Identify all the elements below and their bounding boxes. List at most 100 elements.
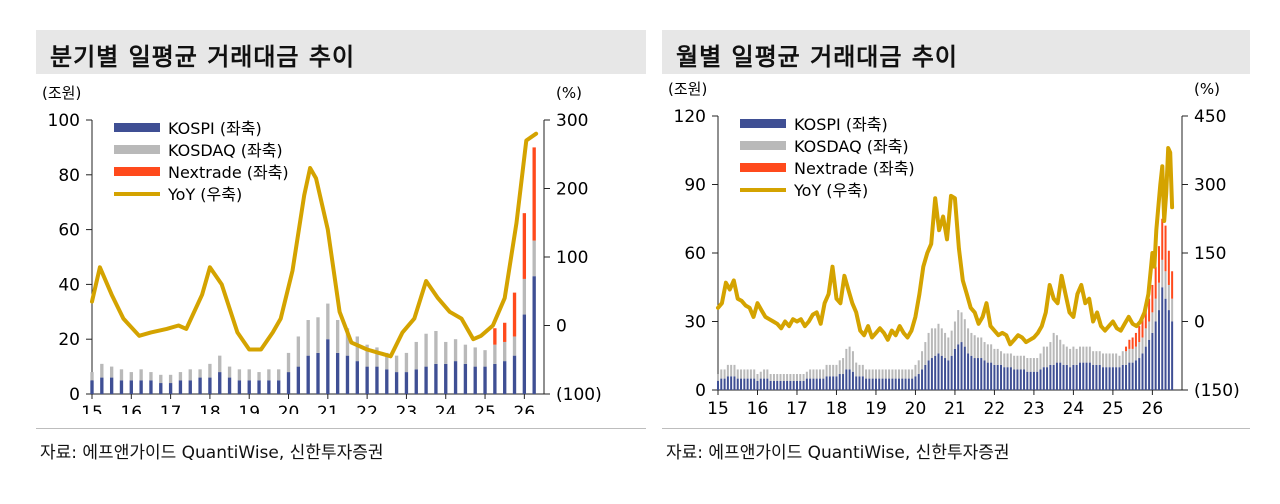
bar-kospi (822, 378, 825, 390)
bar-kospi (345, 355, 350, 394)
chart-title-bar: 월별 일평균 거래대금 추이 (662, 30, 1250, 74)
bar-kospi (90, 380, 94, 394)
left-tick-label: 40 (58, 275, 80, 295)
bar-kospi (743, 378, 746, 390)
bar-kosdaq (473, 347, 477, 367)
bar-kospi (776, 380, 779, 390)
bar-kosdaq (967, 328, 970, 354)
bar-kosdaq (1052, 332, 1055, 365)
bar-kospi (257, 380, 261, 394)
bar-kosdaq (753, 369, 756, 379)
bar-kospi (1016, 369, 1019, 390)
bar-kosdaq (424, 333, 428, 367)
bar-kosdaq (792, 374, 795, 381)
bar-kospi (198, 377, 202, 394)
bar-kospi (434, 363, 438, 394)
bar-kospi (247, 380, 251, 394)
bar-nextrade (493, 328, 497, 345)
bar-kospi (782, 380, 785, 390)
bar-kospi (168, 383, 173, 394)
bar-kosdaq (247, 369, 251, 381)
bar-kosdaq (723, 369, 726, 379)
bar-kosdaq (730, 364, 733, 377)
bar-kosdaq (316, 317, 320, 353)
bar-kosdaq (1036, 358, 1039, 372)
bar-kosdaq (848, 346, 851, 370)
right-tick-label: 200 (556, 180, 588, 200)
bar-kospi (1013, 369, 1016, 390)
bar-kosdaq (904, 369, 907, 379)
bar-kospi (483, 366, 487, 394)
bar-kosdaq (921, 351, 924, 370)
bar-kosdaq (756, 374, 759, 381)
bar-kosdaq (532, 240, 536, 277)
bar-kosdaq (740, 369, 743, 379)
x-tick-label: 26 (514, 403, 536, 414)
bar-kosdaq (1111, 353, 1114, 368)
bar-kosdaq (812, 369, 815, 379)
bar-kospi (522, 314, 527, 394)
bar-kospi (1072, 364, 1075, 390)
bar-kospi (894, 378, 897, 390)
bar-kospi (924, 364, 927, 390)
bar-kospi (1161, 287, 1164, 390)
bar-kosdaq (1006, 353, 1009, 368)
bar-kospi (996, 364, 999, 390)
bar-kosdaq (434, 330, 438, 364)
bar-kosdaq (1032, 358, 1035, 372)
bar-kosdaq (1075, 348, 1078, 365)
bar-kosdaq (1078, 346, 1081, 363)
bar-kospi (1128, 362, 1131, 390)
bar-kospi (937, 353, 940, 390)
x-tick-label: 16 (747, 399, 769, 414)
bar-kospi (766, 378, 769, 390)
bar-kospi (277, 380, 281, 394)
bar-kosdaq (159, 374, 163, 384)
bar-kospi (1118, 367, 1121, 390)
bar-nextrade (1154, 266, 1157, 299)
chart-title-bar: 분기별 일평균 거래대금 추이 (36, 30, 646, 74)
bar-kosdaq (855, 362, 858, 377)
bar-kospi (868, 378, 871, 390)
bar-kospi (473, 366, 477, 394)
left-tick-label: 100 (48, 111, 80, 131)
bar-kosdaq (326, 303, 330, 340)
bar-kospi (753, 378, 756, 390)
bar-kosdaq (874, 369, 877, 379)
legend-swatch (740, 141, 786, 150)
bar-kosdaq (993, 348, 996, 365)
bar-kosdaq (1000, 351, 1003, 365)
bar-nextrade (532, 147, 536, 241)
bar-kosdaq (365, 344, 369, 367)
bar-kosdaq (897, 369, 900, 379)
bar-kosdaq (901, 369, 904, 379)
bar-kospi (139, 380, 143, 394)
bar-kosdaq (983, 342, 986, 361)
bar-kosdaq (1069, 348, 1072, 368)
bar-kospi (736, 378, 739, 390)
bar-kospi (832, 376, 835, 390)
bar-kospi (842, 374, 845, 390)
bar-kosdaq (772, 374, 775, 381)
chart-title: 분기별 일평균 거래대금 추이 (50, 43, 356, 71)
bar-kospi (1046, 367, 1049, 390)
bar-kosdaq (894, 369, 897, 379)
bar-kospi (970, 355, 973, 390)
left-tick-label: 80 (58, 166, 80, 186)
bar-kosdaq (1072, 346, 1075, 365)
bar-kosdaq (129, 372, 133, 381)
bar-kospi (1164, 298, 1167, 390)
bar-kospi (1144, 346, 1147, 390)
bar-kospi (149, 380, 153, 394)
left-tick-label: 60 (58, 221, 80, 241)
bar-kospi (733, 376, 736, 390)
bar-kosdaq (149, 372, 153, 381)
bar-nextrade (1164, 225, 1167, 272)
bar-kosdaq (736, 369, 739, 379)
right-tick-label: 0 (1194, 313, 1205, 333)
bar-nextrade (522, 213, 527, 279)
x-tick-label: 22 (984, 399, 1006, 414)
bar-kospi (878, 378, 881, 390)
legend-swatch (114, 145, 160, 154)
bar-kospi (424, 366, 428, 394)
